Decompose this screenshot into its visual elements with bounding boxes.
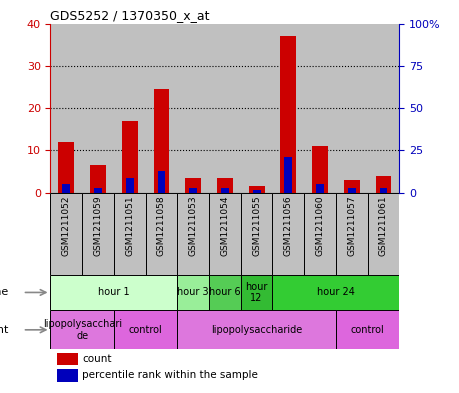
Text: GSM1211053: GSM1211053 bbox=[189, 195, 198, 256]
Bar bbox=[209, 24, 241, 193]
Bar bbox=[177, 275, 209, 310]
Text: GSM1211052: GSM1211052 bbox=[62, 195, 71, 255]
Bar bbox=[189, 188, 197, 193]
Bar bbox=[285, 157, 292, 193]
Bar bbox=[58, 142, 74, 193]
Bar bbox=[126, 178, 134, 193]
Text: time: time bbox=[0, 287, 9, 298]
Bar bbox=[50, 275, 177, 310]
Bar bbox=[304, 24, 336, 193]
Bar bbox=[177, 24, 209, 193]
Text: GSM1211051: GSM1211051 bbox=[125, 195, 134, 256]
Text: lipopolysacchari
de: lipopolysacchari de bbox=[43, 319, 122, 341]
Bar bbox=[252, 191, 261, 193]
Bar bbox=[380, 188, 387, 193]
Bar bbox=[336, 193, 368, 275]
Bar bbox=[249, 186, 264, 193]
Bar bbox=[241, 24, 273, 193]
Bar bbox=[177, 193, 209, 275]
Bar bbox=[114, 310, 177, 349]
Bar bbox=[177, 310, 336, 349]
Bar bbox=[50, 24, 82, 193]
Text: percentile rank within the sample: percentile rank within the sample bbox=[82, 371, 258, 380]
Bar bbox=[146, 24, 177, 193]
Bar bbox=[57, 353, 78, 365]
Bar bbox=[312, 146, 328, 193]
Text: hour 1: hour 1 bbox=[98, 287, 130, 298]
Bar bbox=[209, 275, 241, 310]
Bar bbox=[304, 193, 336, 275]
Bar bbox=[185, 178, 201, 193]
Text: GSM1211060: GSM1211060 bbox=[315, 195, 325, 256]
Bar bbox=[82, 24, 114, 193]
Bar bbox=[368, 24, 399, 193]
Bar bbox=[50, 193, 82, 275]
Bar bbox=[57, 369, 78, 382]
Text: hour 3: hour 3 bbox=[177, 287, 209, 298]
Bar bbox=[241, 275, 273, 310]
Bar bbox=[209, 193, 241, 275]
Bar bbox=[122, 121, 138, 193]
Bar bbox=[368, 193, 399, 275]
Bar bbox=[344, 180, 360, 193]
Bar bbox=[217, 178, 233, 193]
Bar bbox=[241, 193, 273, 275]
Bar bbox=[50, 310, 114, 349]
Bar bbox=[336, 310, 399, 349]
Text: hour
12: hour 12 bbox=[246, 282, 268, 303]
Bar bbox=[62, 184, 70, 193]
Text: hour 24: hour 24 bbox=[317, 287, 355, 298]
Text: GSM1211056: GSM1211056 bbox=[284, 195, 293, 256]
Bar bbox=[273, 193, 304, 275]
Text: count: count bbox=[82, 354, 112, 364]
Bar bbox=[90, 165, 106, 193]
Text: GSM1211058: GSM1211058 bbox=[157, 195, 166, 256]
Bar bbox=[336, 24, 368, 193]
Text: lipopolysaccharide: lipopolysaccharide bbox=[211, 325, 302, 335]
Bar bbox=[348, 188, 356, 193]
Text: hour 6: hour 6 bbox=[209, 287, 241, 298]
Bar bbox=[273, 275, 399, 310]
Text: control: control bbox=[351, 325, 385, 335]
Bar bbox=[157, 171, 165, 193]
Text: GSM1211054: GSM1211054 bbox=[220, 195, 230, 255]
Text: GDS5252 / 1370350_x_at: GDS5252 / 1370350_x_at bbox=[50, 9, 210, 22]
Bar bbox=[316, 184, 324, 193]
Bar bbox=[114, 24, 146, 193]
Text: control: control bbox=[129, 325, 162, 335]
Bar bbox=[114, 193, 146, 275]
Bar bbox=[82, 193, 114, 275]
Bar bbox=[280, 36, 296, 193]
Text: GSM1211059: GSM1211059 bbox=[94, 195, 102, 256]
Bar bbox=[221, 188, 229, 193]
Bar bbox=[375, 176, 392, 193]
Bar bbox=[154, 89, 169, 193]
Text: GSM1211055: GSM1211055 bbox=[252, 195, 261, 256]
Bar bbox=[273, 24, 304, 193]
Text: GSM1211057: GSM1211057 bbox=[347, 195, 356, 256]
Text: agent: agent bbox=[0, 325, 9, 335]
Bar bbox=[146, 193, 177, 275]
Text: GSM1211061: GSM1211061 bbox=[379, 195, 388, 256]
Bar bbox=[94, 187, 102, 193]
